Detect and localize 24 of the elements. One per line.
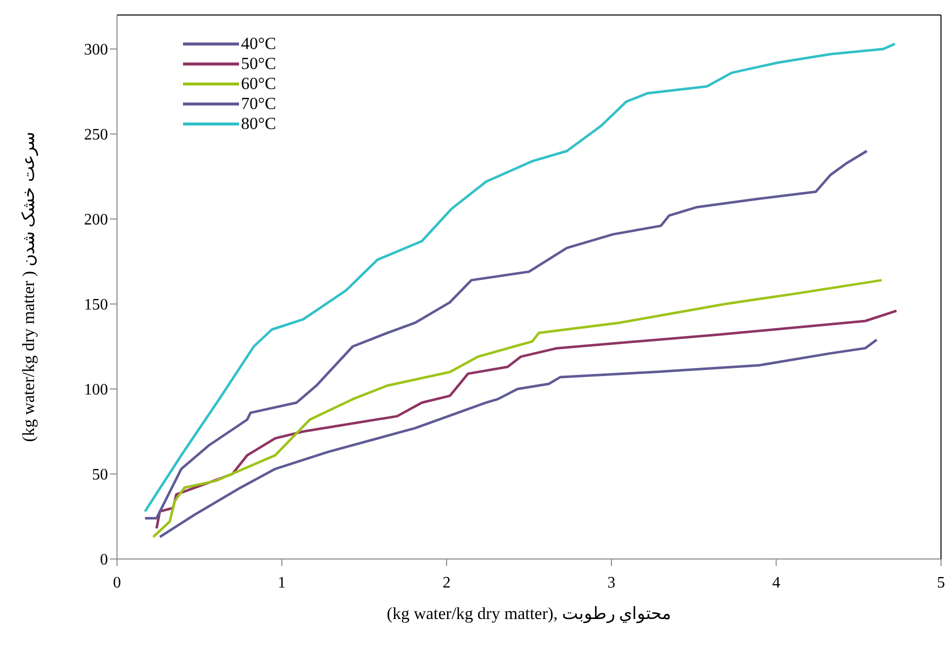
y-axis-title: (kg water/kg dry matter ) سرعت خشک شدن	[19, 132, 40, 442]
x-axis-title: (kg water/kg dry matter), محتواي رطوبت	[386, 604, 672, 624]
legend-label: 60°C	[241, 74, 276, 94]
y-tick-label: 250	[84, 126, 108, 144]
x-tick-label: 5	[937, 574, 945, 592]
y-tick-label: 300	[84, 42, 108, 59]
line-series	[152, 278, 883, 538]
line-series	[158, 338, 878, 538]
legend-label: 80°C	[241, 114, 276, 134]
line-series	[144, 150, 868, 520]
x-tick-label: 1	[278, 574, 286, 592]
x-tick-label: 0	[113, 574, 121, 592]
legend-label: 70°C	[241, 94, 276, 114]
y-tick-label: 0	[100, 552, 108, 569]
line-series	[155, 310, 898, 530]
x-tick-label: 2	[442, 574, 451, 592]
y-tick-label: 200	[84, 212, 108, 229]
y-tick-label: 100	[84, 382, 108, 399]
legend-label: 50°C	[241, 54, 276, 74]
x-tick-label: 3	[607, 574, 616, 592]
y-tick-label: 50	[92, 466, 108, 484]
x-tick-label: 4	[772, 574, 780, 592]
legend-label: 40°C	[241, 34, 276, 54]
y-tick-label: 150	[84, 296, 108, 314]
